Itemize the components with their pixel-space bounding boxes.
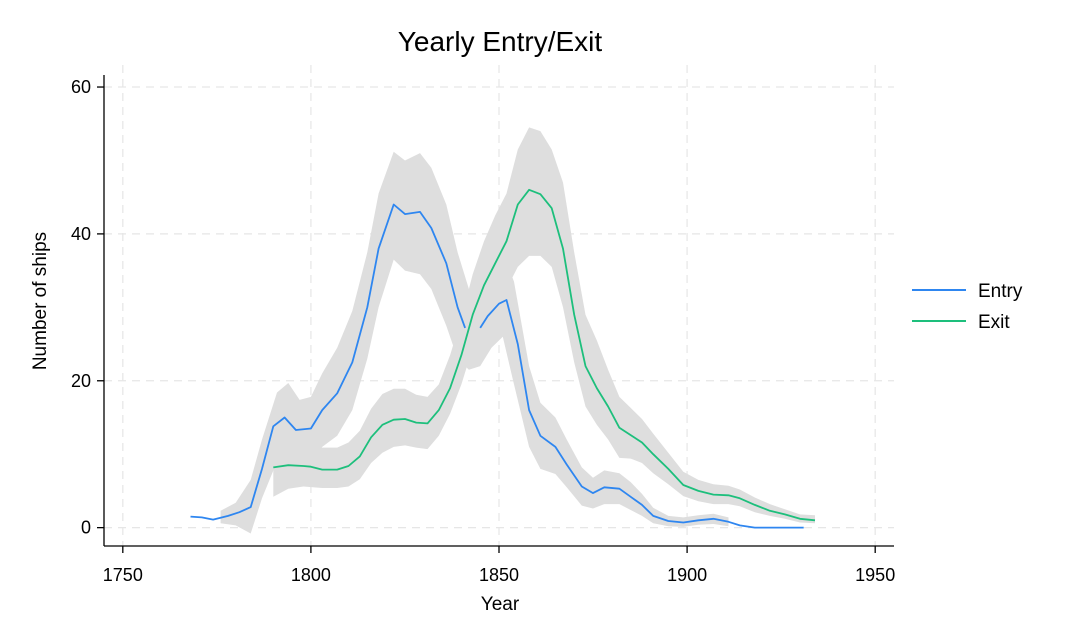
- ci-band-exit: [273, 127, 815, 524]
- legend-label-entry: Entry: [978, 281, 1023, 302]
- series-lines: [190, 188, 816, 529]
- legend-label-exit: Exit: [978, 312, 1010, 333]
- y-tick-label: 60: [71, 77, 91, 97]
- x-tick-label: 1800: [291, 565, 331, 585]
- confidence-bands: [220, 127, 815, 534]
- x-tick-label: 1950: [855, 565, 895, 585]
- y-axis-label: Number of ships: [30, 232, 51, 370]
- series-line-entry: [190, 203, 804, 529]
- x-tick-label: 1850: [479, 565, 519, 585]
- y-tick-label: 40: [71, 224, 91, 244]
- axes: 1750 1800 1850 1900 1950 0 20 40 60: [71, 75, 895, 585]
- x-tick-label: 1900: [667, 565, 707, 585]
- x-tick-label: 1750: [103, 565, 143, 585]
- series-line-exit: [273, 188, 816, 522]
- legend: Entry Exit: [912, 281, 1023, 333]
- x-axis-label: Year: [481, 594, 520, 615]
- y-tick-label: 0: [81, 518, 91, 538]
- y-tick-label: 20: [71, 371, 91, 391]
- chart-title: Yearly Entry/Exit: [398, 26, 603, 57]
